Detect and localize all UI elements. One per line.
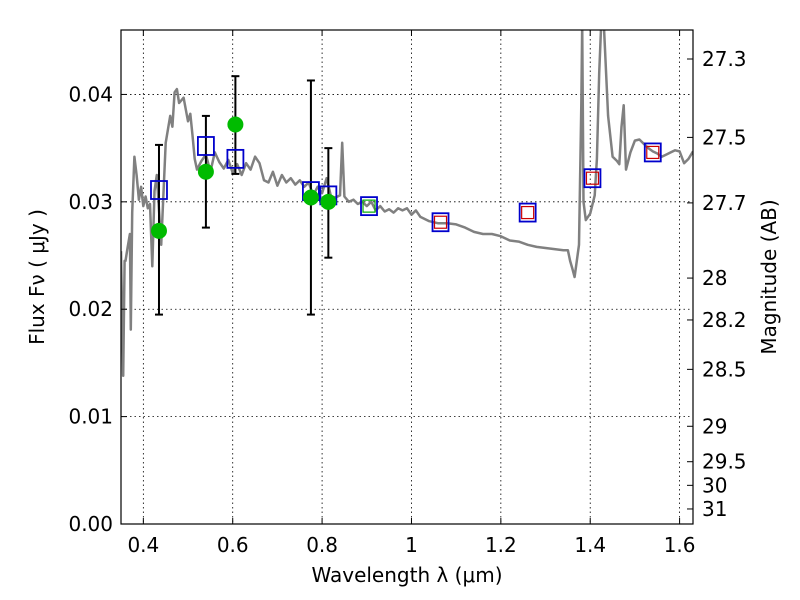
right-tick-label: 28 [702,266,727,290]
observed-point [197,163,214,180]
model-square [150,180,168,200]
observed-point [320,193,337,210]
model-square [518,202,537,223]
x-tick-label: 1 [405,533,418,557]
y-tick-label: 0.03 [68,190,113,214]
y-right-axis-label: Magnitude (AB) [757,199,781,354]
x-tick-label: 0.8 [306,533,338,557]
right-tick-label: 28.2 [702,308,747,332]
x-tick-label: 1.6 [664,533,696,557]
inner-square [433,215,448,229]
model-square [197,136,215,156]
inner-square [646,145,660,160]
x-tick-label: 1.2 [485,533,517,557]
observed-point [150,222,167,239]
spectrum-line [121,30,693,378]
inner-square [521,205,535,220]
x-tick-label: 0.4 [127,533,159,557]
inner-square [585,171,600,185]
y-tick-label: 0.00 [68,512,113,536]
y-axis-label: Flux Fν ( μJy ) [25,209,49,345]
x-tick-label: 1.4 [574,533,606,557]
x-tick-label: 0.6 [217,533,249,557]
y-tick-label: 0.01 [68,405,113,429]
right-tick-label: 31 [702,497,727,521]
right-tick-label: 27.7 [702,191,747,215]
y-tick-label: 0.02 [68,297,113,321]
observed-point [227,116,244,133]
right-tick-label: 30 [702,473,727,497]
inner-square [362,199,376,213]
right-tick-label: 29.5 [702,450,747,474]
model-square [583,168,602,189]
model-square [226,148,245,169]
model-square [431,212,450,233]
axes-frame [120,29,694,525]
x-axis-label: Wavelength λ (μm) [311,563,502,587]
right-tick-label: 29 [702,414,727,438]
model-square [360,196,378,217]
model-square [643,142,662,163]
right-tick-label: 27.3 [702,47,747,71]
right-tick-label: 27.5 [702,125,747,149]
axes: 0.4 0.6 0.8 1 1.2 1.4 1.6 0.00 0.01 0.02 0.03 0.04 2… [68,30,747,557]
plot-area [121,30,693,378]
y-tick-label: 0.04 [68,82,113,106]
right-tick-label: 28.5 [702,357,747,381]
observed-point [302,189,319,206]
